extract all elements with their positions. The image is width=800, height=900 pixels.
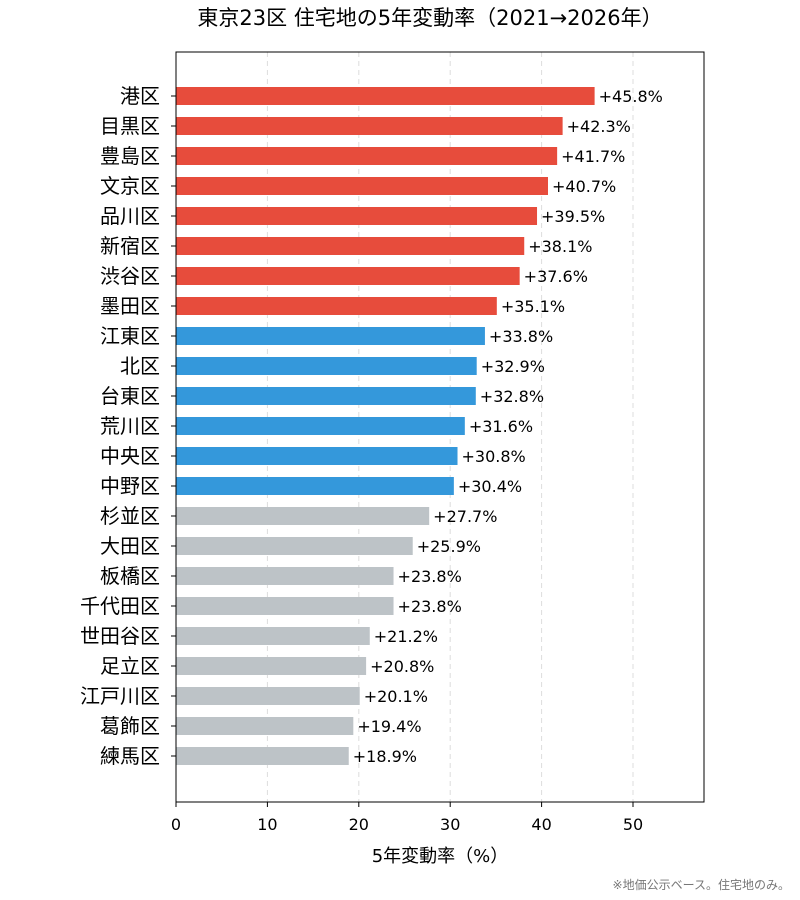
- value-label: +32.8%: [480, 387, 544, 406]
- x-tick-label: 50: [623, 815, 643, 834]
- value-label: +37.6%: [524, 267, 588, 286]
- value-label: +35.1%: [501, 297, 565, 316]
- bar: [176, 537, 413, 555]
- x-tick-label: 40: [531, 815, 551, 834]
- bar: [176, 657, 367, 675]
- bar: [176, 237, 525, 255]
- category-label: 千代田区: [80, 594, 160, 618]
- category-label: 足立区: [100, 654, 160, 678]
- category-label: 杉並区: [100, 504, 160, 528]
- bar: [176, 627, 370, 645]
- value-label: +42.3%: [567, 117, 631, 136]
- footnote: ※地価公示ベース。住宅地のみ。: [612, 878, 790, 892]
- bar: [176, 147, 558, 165]
- category-label: 練馬区: [100, 744, 160, 768]
- bar: [176, 357, 477, 375]
- chart-title: 東京23区 住宅地の5年変動率（2021→2026年）: [197, 6, 663, 30]
- category-label: 中央区: [100, 444, 160, 468]
- value-label: +27.7%: [433, 507, 497, 526]
- bar: [176, 447, 458, 465]
- bar: [176, 207, 538, 225]
- category-label: 墨田区: [100, 294, 160, 318]
- category-label: 江東区: [100, 324, 160, 348]
- x-tick-label: 0: [171, 815, 181, 834]
- bar: [176, 417, 465, 435]
- bar: [176, 507, 430, 525]
- x-tick-label: 20: [349, 815, 369, 834]
- category-label: 中野区: [100, 474, 160, 498]
- category-label: 世田谷区: [80, 624, 160, 648]
- value-label: +20.8%: [370, 657, 434, 676]
- value-label: +30.8%: [462, 447, 526, 466]
- category-label: 目黒区: [100, 114, 160, 138]
- bar: [176, 267, 520, 285]
- value-label: +21.2%: [374, 627, 438, 646]
- x-tick-label: 10: [257, 815, 277, 834]
- value-label: +38.1%: [528, 237, 592, 256]
- category-label: 渋谷区: [100, 264, 160, 288]
- bar: [176, 117, 563, 135]
- bar: [176, 687, 360, 705]
- category-label: 台東区: [100, 384, 160, 408]
- x-tick-label: 30: [440, 815, 460, 834]
- value-label: +41.7%: [561, 147, 625, 166]
- category-label: 北区: [120, 354, 160, 378]
- category-label: 港区: [120, 84, 160, 108]
- value-label: +20.1%: [364, 687, 428, 706]
- category-label: 板橋区: [100, 564, 160, 588]
- value-label: +39.5%: [541, 207, 605, 226]
- value-label: +33.8%: [489, 327, 553, 346]
- bar: [176, 747, 349, 765]
- bar: [176, 597, 394, 615]
- bar: [176, 177, 548, 195]
- plot-frame: [175, 51, 705, 803]
- bar: [176, 717, 354, 735]
- value-label: +30.4%: [458, 477, 522, 496]
- value-label: +25.9%: [417, 537, 481, 556]
- value-label: +32.9%: [481, 357, 545, 376]
- value-label: +23.8%: [398, 567, 462, 586]
- bar: [176, 477, 454, 495]
- bar: [176, 567, 394, 585]
- value-label: +45.8%: [599, 87, 663, 106]
- category-label: 新宿区: [100, 234, 160, 258]
- bar: [176, 387, 476, 405]
- category-label: 品川区: [100, 204, 160, 228]
- bar: [176, 297, 497, 315]
- x-axis-label: 5年変動率（%）: [372, 846, 509, 867]
- category-label: 葛飾区: [100, 714, 160, 738]
- value-label: +31.6%: [469, 417, 533, 436]
- category-label: 文京区: [100, 174, 160, 198]
- bar: [176, 327, 485, 345]
- value-label: +19.4%: [357, 717, 421, 736]
- value-label: +23.8%: [398, 597, 462, 616]
- bar: [176, 87, 595, 105]
- category-label: 江戸川区: [80, 684, 160, 708]
- category-label: 大田区: [100, 534, 160, 558]
- value-label: +18.9%: [353, 747, 417, 766]
- category-label: 荒川区: [100, 414, 160, 438]
- value-label: +40.7%: [552, 177, 616, 196]
- category-label: 豊島区: [100, 144, 160, 168]
